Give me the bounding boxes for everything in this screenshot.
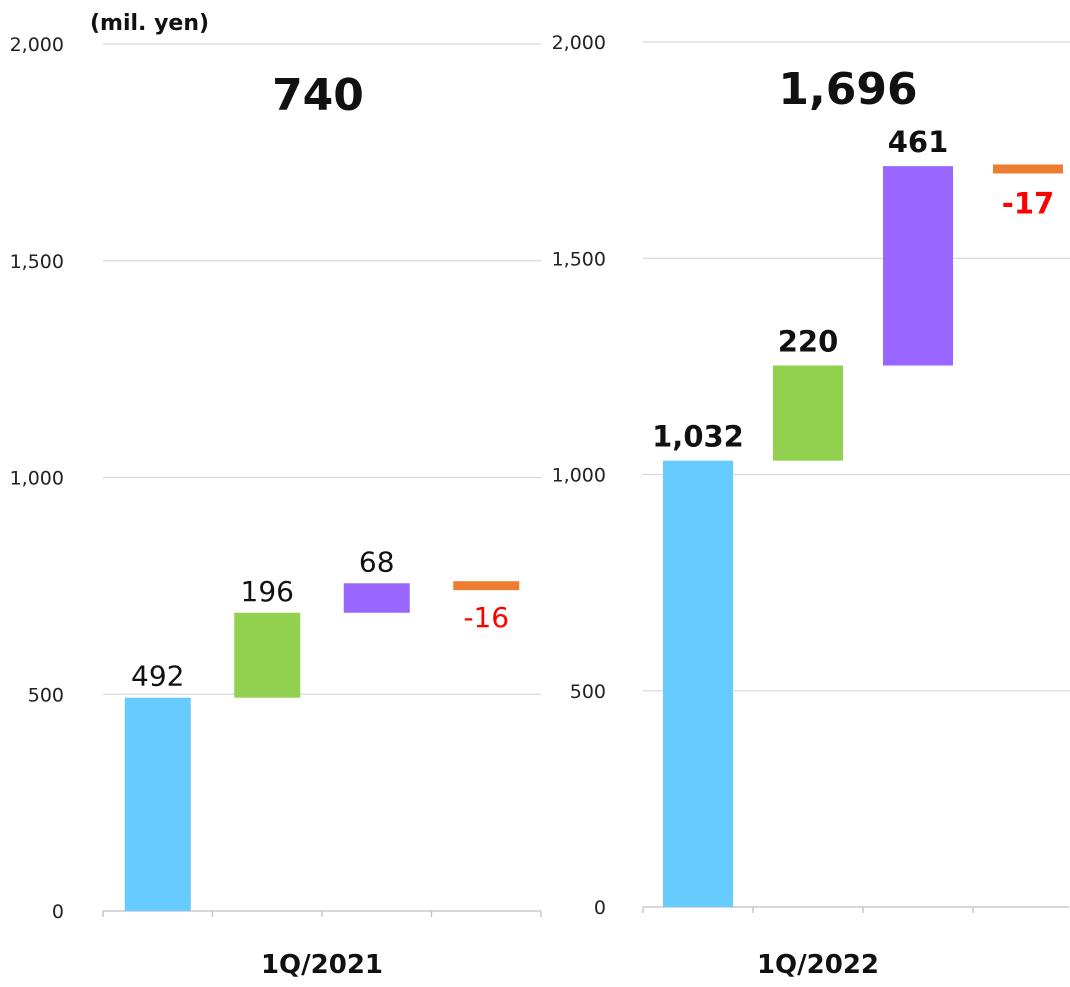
data-label: -17 [1002,186,1054,220]
y-tick-label: 500 [28,684,64,706]
total-label: 740 [272,70,364,121]
category-label: 1Q/2022 [757,950,879,980]
total-label: 1,696 [778,64,917,115]
data-label: 1,032 [652,420,744,454]
waterfall-bar [883,166,953,366]
data-label: 461 [888,125,949,159]
unit-label: (mil. yen) [90,11,209,36]
y-tick-label: 500 [570,681,606,703]
waterfall-bar [663,460,733,907]
y-tick-label: 2,000 [552,32,606,54]
y-tick-label: 1,500 [10,251,64,273]
data-label: 220 [778,325,839,359]
data-label: -16 [463,601,509,634]
chart-panel-1q2022: 0 500 1,000 1,500 2,000 1,032 220 461 -17 1,696 1Q… [552,32,1070,980]
waterfall-bar [343,583,410,613]
data-label: 492 [131,660,184,693]
y-tick-label: 0 [594,897,606,919]
y-tick-label: 1,000 [552,465,606,487]
waterfall-bar [453,581,520,591]
data-label: 196 [241,575,294,608]
waterfall-bar [234,612,301,698]
waterfall-bar [993,164,1063,174]
y-tick-label: 1,000 [10,468,64,490]
waterfall-bar [124,697,191,911]
y-tick-label: 0 [52,901,64,923]
y-tick-label: 2,000 [10,34,64,56]
waterfall-bar [773,365,843,461]
chart-panel-1q2021: 0 500 1,000 1,500 2,000 492 196 68 -16 740 1Q/2021… [10,11,542,980]
data-label: 68 [359,545,395,578]
category-label: 1Q/2021 [261,950,383,980]
y-tick-label: 1,500 [552,248,606,270]
